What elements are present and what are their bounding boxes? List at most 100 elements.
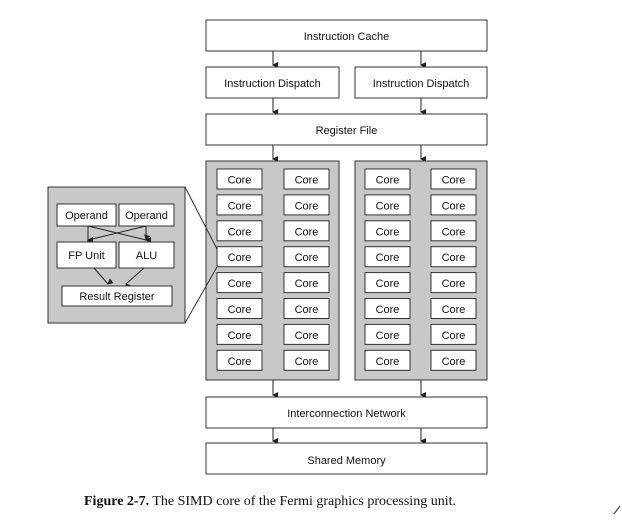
core-label: Core [295, 175, 319, 187]
operand-left-box: Operand [56, 203, 117, 227]
core-right-r4-c1: Core [364, 246, 411, 268]
core-grid-left: Core Core Core Core Core Core Core Core Core Core… [216, 168, 330, 371]
operand-left-label: Operand [65, 210, 108, 222]
instruction-cache-box: Instruction Cache [205, 19, 488, 52]
core-left-r6-c2: Core [283, 298, 330, 319]
core-label: Core [295, 278, 319, 290]
core-label: Core [295, 356, 319, 368]
arrow-fpunit-to-result [93, 267, 114, 285]
operand-right-box: Operand [118, 203, 175, 227]
core-label: Core [442, 278, 466, 290]
core-right-r5-c1: Core [364, 272, 411, 294]
instruction-dispatch-left-label: Instruction Dispatch [224, 78, 321, 90]
core-right-r1-c2: Core [430, 168, 477, 190]
core-label: Core [295, 200, 319, 212]
alu-label: ALU [136, 250, 157, 262]
instruction-cache-label: Instruction Cache [304, 31, 390, 43]
core-label: Core [442, 304, 466, 316]
core-grid-right: Core Core Core Core Core Core Core Core Core Core… [364, 168, 477, 371]
core-label: Core [228, 304, 252, 316]
core-label: Core [295, 330, 319, 342]
core-right-r7-c2: Core [430, 323, 477, 345]
core-right-r6-c1: Core [364, 298, 411, 319]
core-label: Core [442, 226, 466, 238]
core-left-r5-c1: Core [216, 272, 263, 294]
page-edge-mark [613, 505, 621, 515]
core-label: Core [442, 330, 466, 342]
core-label: Core [295, 252, 319, 264]
figure-caption: Figure 2-7. The SIMD core of the Fermi g… [84, 494, 604, 510]
zoom-line-top [184, 186, 218, 250]
core-label: Core [376, 175, 400, 187]
core-block-left [205, 160, 340, 381]
fp-unit-label: FP Unit [68, 250, 104, 262]
core-label: Core [228, 330, 252, 342]
core-label: Core [228, 356, 252, 368]
core-label: Core [376, 356, 400, 368]
core-left-r2-c2: Core [283, 194, 330, 216]
core-detail-panel: Operand Operand FP Unit ALU Result Regis… [47, 186, 186, 324]
alu-box: ALU [118, 241, 175, 269]
core-label: Core [228, 278, 252, 290]
core-right-r5-c2: Core [430, 272, 477, 294]
core-label: Core [442, 356, 466, 368]
core-label: Core [376, 200, 400, 212]
core-label: Core [228, 226, 252, 238]
arrow-alu-to-result [125, 267, 145, 290]
core-label: Core [228, 175, 252, 187]
result-register-box: Result Register [61, 285, 173, 307]
interconnection-network-box: Interconnection Network [205, 396, 488, 429]
core-left-r7-c2: Core [283, 323, 330, 345]
instruction-dispatch-right-label: Instruction Dispatch [373, 78, 470, 90]
core-right-r7-c1: Core [364, 323, 411, 345]
core-left-r1-c2: Core [283, 168, 330, 190]
core-left-r8-c1: Core [216, 349, 263, 371]
operand-right-label: Operand [125, 210, 168, 222]
core-right-r2-c2: Core [430, 194, 477, 216]
core-left-r8-c2: Core [283, 349, 330, 371]
instruction-dispatch-left-box: Instruction Dispatch [205, 66, 340, 99]
instruction-dispatch-right-box: Instruction Dispatch [354, 66, 488, 99]
core-left-r6-c1: Core [216, 298, 263, 319]
core-right-r6-c2: Core [430, 298, 477, 319]
register-file-box: Register File [205, 113, 488, 146]
core-label: Core [376, 226, 400, 238]
shared-memory-box: Shared Memory [205, 442, 488, 475]
core-right-r8-c2: Core [430, 349, 477, 371]
shared-memory-label: Shared Memory [307, 455, 386, 467]
core-label: Core [442, 252, 466, 264]
figure-caption-label: Figure 2-7. [84, 494, 150, 509]
core-left-r5-c2: Core [283, 272, 330, 294]
core-label: Core [228, 252, 252, 264]
core-right-r8-c1: Core [364, 349, 411, 371]
core-left-r4-c1: Core [216, 246, 263, 268]
core-left-r1-c1: Core [216, 168, 263, 190]
core-left-r7-c1: Core [216, 323, 263, 345]
core-label: Core [442, 175, 466, 187]
core-label: Core [295, 304, 319, 316]
core-label: Core [295, 226, 319, 238]
core-label: Core [376, 304, 400, 316]
core-label: Core [376, 330, 400, 342]
result-register-label: Result Register [79, 291, 155, 303]
core-right-r2-c1: Core [364, 194, 411, 216]
interconnection-network-label: Interconnection Network [287, 408, 406, 420]
core-left-r3-c2: Core [283, 220, 330, 242]
core-label: Core [228, 200, 252, 212]
core-block-right [354, 160, 488, 381]
core-right-r3-c1: Core [364, 220, 411, 242]
figure-caption-text: The SIMD core of the Fermi graphics proc… [152, 494, 456, 509]
core-label: Core [376, 278, 400, 290]
core-right-r3-c2: Core [430, 220, 477, 242]
register-file-label: Register File [316, 125, 378, 137]
zoom-line-bottom [184, 266, 218, 324]
core-right-r1-c1: Core [364, 168, 411, 190]
core-label: Core [376, 252, 400, 264]
core-left-r4-c2: Core [283, 246, 330, 268]
arrow-operand-right-to-fpunit [86, 225, 147, 246]
core-label: Core [442, 200, 466, 212]
core-right-r4-c2: Core [430, 246, 477, 268]
core-left-r2-c1: Core [216, 194, 263, 216]
core-left-r3-c1: Core [216, 220, 263, 242]
